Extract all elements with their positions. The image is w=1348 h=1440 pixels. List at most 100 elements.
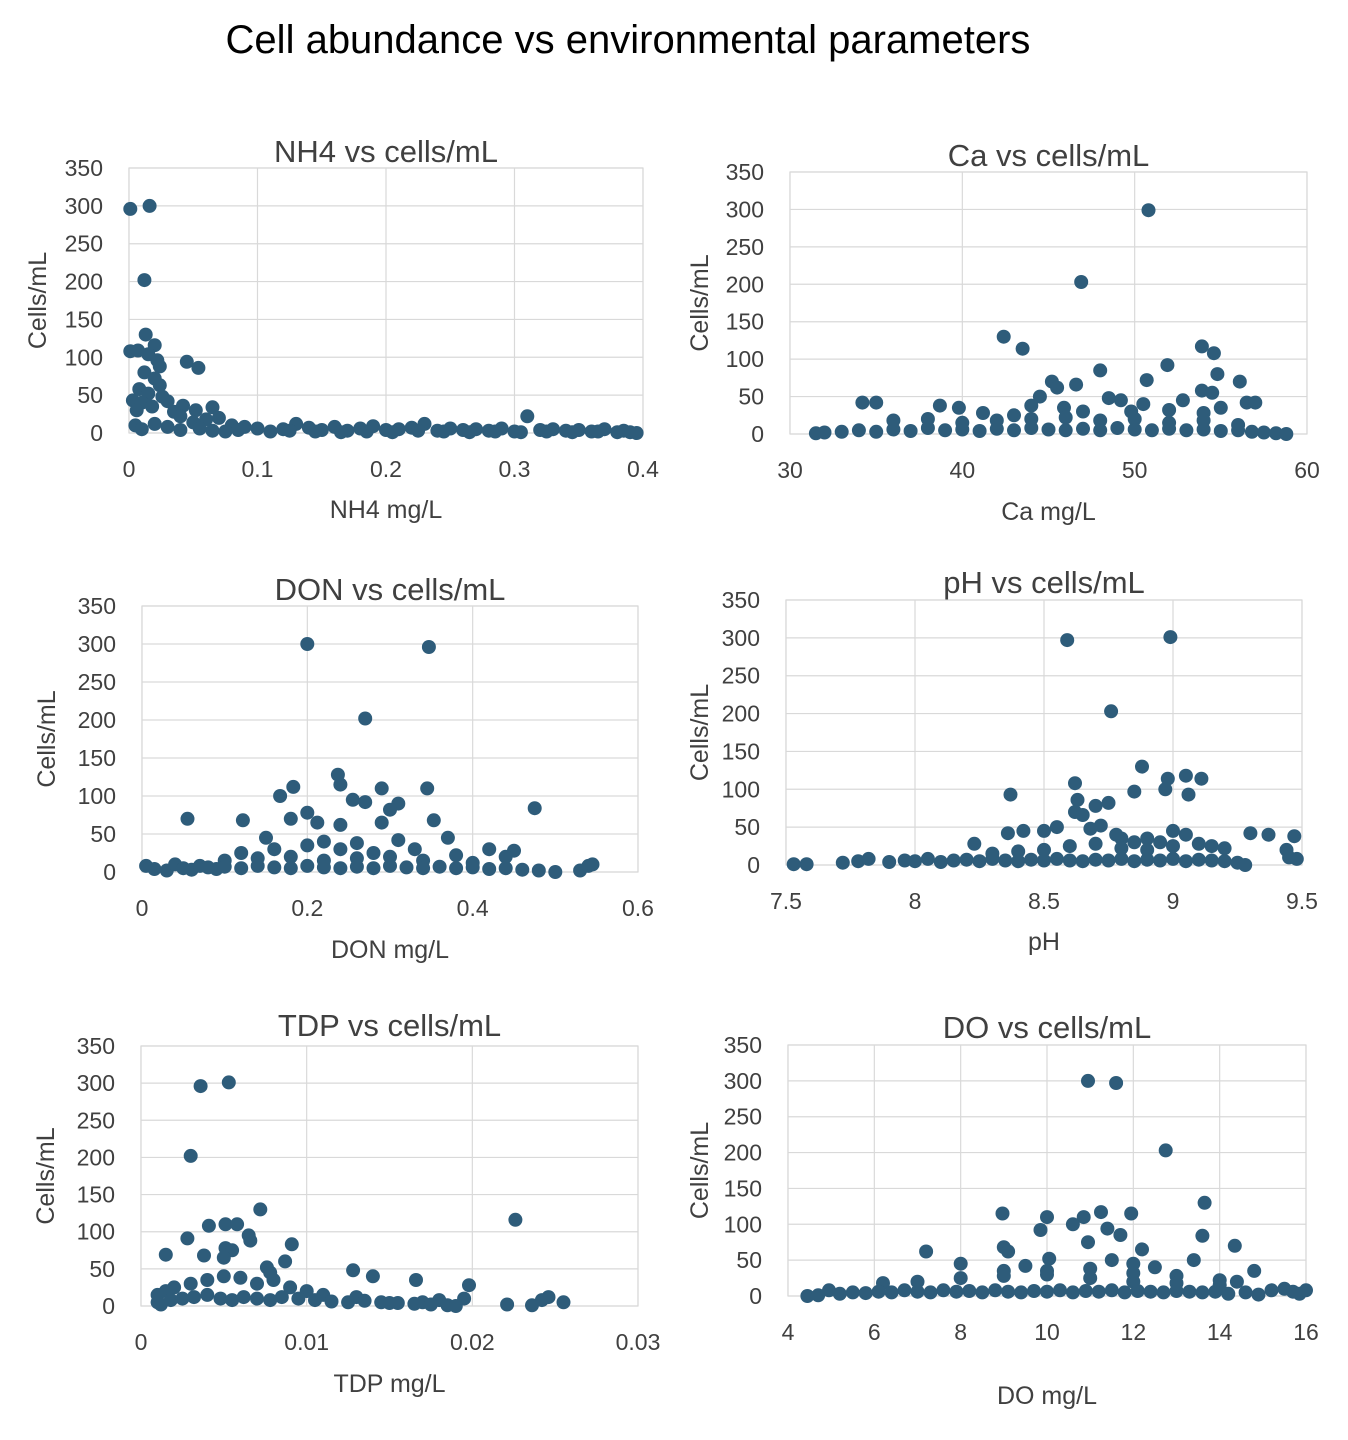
- data-point: [1007, 408, 1021, 423]
- data-point: [1213, 400, 1228, 415]
- data-point: [996, 329, 1011, 344]
- data-point: [200, 1287, 215, 1302]
- data-point: [938, 423, 953, 438]
- data-point: [188, 403, 203, 418]
- data-point: [407, 842, 422, 857]
- x-tick-label: 9: [1167, 888, 1180, 914]
- data-point: [137, 365, 152, 380]
- data-point: [508, 1212, 523, 1227]
- data-point: [1127, 412, 1142, 426]
- data-point: [1210, 367, 1225, 382]
- data-point: [1166, 851, 1180, 866]
- data-point: [1247, 1263, 1262, 1278]
- data-point: [1195, 1228, 1210, 1243]
- data-point: [786, 857, 801, 872]
- data-point: [1196, 422, 1211, 437]
- data-point: [1261, 827, 1276, 842]
- data-point: [1016, 823, 1031, 838]
- data-point: [1058, 410, 1073, 425]
- data-point: [134, 422, 149, 437]
- plot-area: [140, 1045, 639, 1307]
- y-axis-label: Cells/mL: [33, 690, 61, 787]
- data-point: [383, 802, 397, 817]
- x-tick-label: 0: [123, 456, 136, 482]
- y-tick-label: 350: [726, 159, 764, 185]
- data-point: [440, 830, 455, 845]
- data-point: [193, 1079, 208, 1094]
- data-point: [1147, 1260, 1162, 1275]
- data-point: [1232, 374, 1247, 389]
- data-point: [1287, 829, 1302, 844]
- y-tick-label: 0: [751, 421, 764, 447]
- data-point: [390, 1296, 405, 1310]
- y-tick-label: 300: [726, 196, 764, 222]
- data-point: [259, 830, 273, 845]
- x-axis-label: Ca mg/L: [1001, 498, 1096, 526]
- data-point: [1162, 421, 1177, 436]
- data-point: [1195, 1285, 1210, 1300]
- data-point: [420, 781, 435, 796]
- y-tick-label: 250: [724, 1104, 762, 1130]
- data-point: [1032, 389, 1047, 404]
- data-point: [1204, 839, 1219, 854]
- data-point: [163, 1293, 178, 1308]
- data-point: [1178, 827, 1193, 842]
- data-point: [1175, 393, 1190, 408]
- data-point: [1194, 771, 1209, 786]
- data-point: [1068, 776, 1082, 791]
- x-tick-label: 60: [1294, 457, 1320, 483]
- data-point: [432, 859, 447, 874]
- x-axis-label: DO mg/L: [997, 1382, 1097, 1410]
- y-tick-label: 300: [722, 625, 760, 651]
- data-point: [811, 1288, 826, 1303]
- data-point: [525, 1298, 539, 1313]
- data-point: [334, 425, 348, 440]
- data-point: [200, 1273, 215, 1287]
- data-point: [1117, 1285, 1132, 1300]
- y-tick-label: 0: [90, 420, 103, 446]
- data-point: [462, 425, 477, 440]
- data-point: [183, 1148, 198, 1163]
- data-point: [152, 359, 167, 374]
- y-tick-label: 50: [734, 814, 760, 840]
- x-tick-label: 40: [950, 457, 976, 483]
- data-point: [1204, 853, 1219, 868]
- data-point: [138, 327, 153, 342]
- data-point: [988, 1283, 1003, 1298]
- data-point: [585, 857, 600, 872]
- x-axis-label: DON mg/L: [331, 936, 449, 964]
- data-point: [391, 833, 406, 848]
- data-point: [358, 795, 373, 810]
- data-point: [1182, 1284, 1197, 1299]
- data-point: [250, 1276, 264, 1291]
- data-point: [897, 1283, 912, 1298]
- data-point: [482, 862, 497, 876]
- data-point: [1264, 1283, 1279, 1298]
- data-point: [1088, 798, 1103, 813]
- data-point: [333, 777, 348, 792]
- y-tick-label: 150: [726, 309, 764, 335]
- y-tick-label: 250: [726, 234, 764, 260]
- data-point: [967, 836, 982, 851]
- y-tick-label: 200: [77, 1144, 115, 1170]
- y-axis-label: Cells/mL: [32, 1127, 60, 1224]
- data-point: [1135, 1242, 1149, 1257]
- chart-2: 0 50 100 150 200 250 300 350 30 40 50 60 Ca vs cells…: [686, 138, 1320, 526]
- data-point: [1011, 854, 1026, 869]
- data-point: [180, 811, 195, 826]
- data-point: [515, 862, 530, 877]
- data-point: [282, 423, 297, 438]
- data-point: [591, 424, 605, 439]
- x-tick-label: 0.03: [616, 1329, 661, 1355]
- data-point: [308, 1293, 322, 1308]
- data-point: [236, 1290, 251, 1305]
- data-point: [1050, 380, 1065, 395]
- data-point: [616, 423, 631, 438]
- x-axis-label: TDP mg/L: [333, 1370, 445, 1398]
- data-point: [1101, 391, 1116, 406]
- data-point: [976, 406, 990, 420]
- data-point: [1181, 787, 1196, 802]
- data-point: [374, 815, 389, 830]
- data-point: [385, 425, 400, 440]
